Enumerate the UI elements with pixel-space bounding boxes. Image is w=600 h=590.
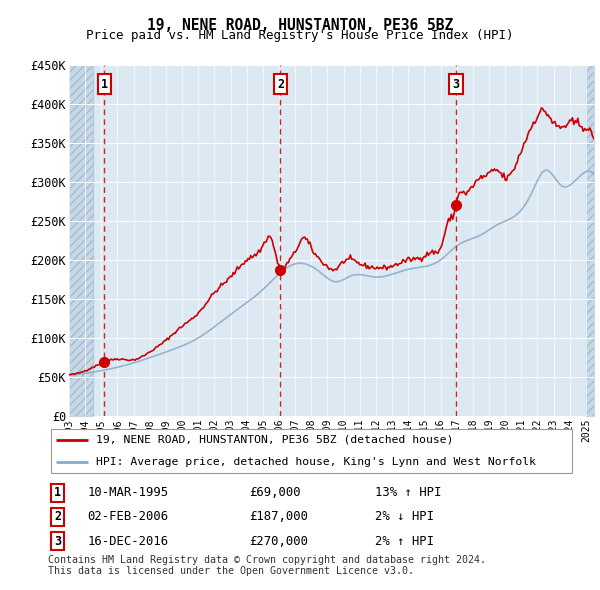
Text: 19, NENE ROAD, HUNSTANTON, PE36 5BZ: 19, NENE ROAD, HUNSTANTON, PE36 5BZ: [147, 18, 453, 32]
Text: 19, NENE ROAD, HUNSTANTON, PE36 5BZ (detached house): 19, NENE ROAD, HUNSTANTON, PE36 5BZ (det…: [95, 435, 453, 445]
Text: 3: 3: [54, 535, 61, 548]
Text: 2% ↓ HPI: 2% ↓ HPI: [376, 510, 434, 523]
Text: £187,000: £187,000: [248, 510, 308, 523]
Text: Contains HM Land Registry data © Crown copyright and database right 2024.: Contains HM Land Registry data © Crown c…: [48, 555, 486, 565]
Text: 3: 3: [452, 78, 460, 91]
Text: £270,000: £270,000: [248, 535, 308, 548]
Text: 10-MAR-1995: 10-MAR-1995: [88, 486, 169, 499]
Text: 1: 1: [101, 78, 108, 91]
Text: £69,000: £69,000: [248, 486, 300, 499]
Text: 2: 2: [54, 510, 61, 523]
Text: This data is licensed under the Open Government Licence v3.0.: This data is licensed under the Open Gov…: [48, 566, 414, 576]
Text: 13% ↑ HPI: 13% ↑ HPI: [376, 486, 442, 499]
Text: 16-DEC-2016: 16-DEC-2016: [88, 535, 169, 548]
Text: Price paid vs. HM Land Registry's House Price Index (HPI): Price paid vs. HM Land Registry's House …: [86, 30, 514, 42]
FancyBboxPatch shape: [50, 429, 572, 473]
Text: 02-FEB-2006: 02-FEB-2006: [88, 510, 169, 523]
Text: HPI: Average price, detached house, King's Lynn and West Norfolk: HPI: Average price, detached house, King…: [95, 457, 536, 467]
Text: 1: 1: [54, 486, 61, 499]
Text: 2: 2: [277, 78, 284, 91]
Text: 2% ↑ HPI: 2% ↑ HPI: [376, 535, 434, 548]
